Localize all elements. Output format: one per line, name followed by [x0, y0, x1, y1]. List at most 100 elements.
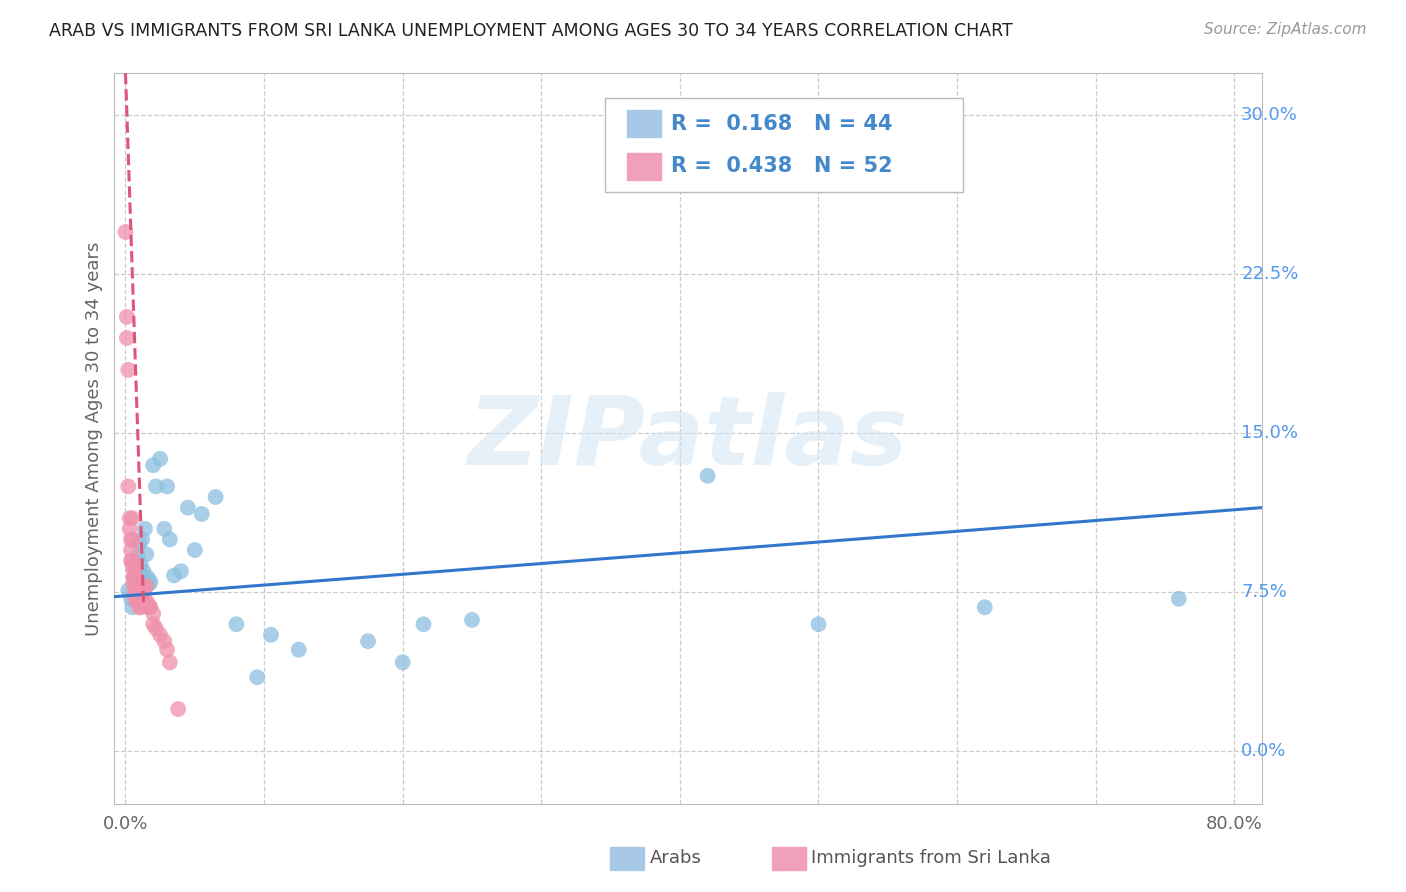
Point: [391, 656, 413, 670]
Point: [159, 656, 181, 670]
Point: [125, 585, 148, 599]
Point: [115, 310, 138, 324]
Point: [124, 579, 146, 593]
Point: [145, 622, 167, 636]
Point: [132, 564, 155, 578]
Point: [139, 574, 162, 589]
Point: [135, 547, 157, 561]
Point: [127, 591, 149, 606]
Point: [128, 585, 150, 599]
Point: [122, 571, 145, 585]
Point: [121, 533, 143, 547]
Point: [973, 600, 995, 615]
Point: [124, 571, 146, 585]
Point: [132, 579, 155, 593]
Point: [118, 522, 141, 536]
Point: [142, 458, 165, 473]
Point: [142, 607, 165, 621]
Point: [121, 511, 143, 525]
Text: R =  0.438   N = 52: R = 0.438 N = 52: [671, 156, 893, 176]
Point: [135, 579, 157, 593]
Point: [170, 564, 193, 578]
Text: 22.5%: 22.5%: [1241, 266, 1299, 284]
Point: [117, 583, 139, 598]
Point: [131, 533, 153, 547]
Point: [125, 574, 148, 589]
Point: [153, 522, 176, 536]
Point: [129, 600, 152, 615]
Point: [134, 591, 156, 606]
Point: [127, 549, 149, 564]
Point: [122, 574, 145, 589]
Point: [1167, 591, 1189, 606]
Point: [225, 617, 247, 632]
Point: [117, 479, 139, 493]
Point: [204, 490, 226, 504]
Point: [122, 579, 145, 593]
Point: [138, 600, 160, 615]
Point: [138, 577, 160, 591]
Text: 0.0%: 0.0%: [1241, 742, 1286, 761]
Point: [696, 468, 718, 483]
Text: ARAB VS IMMIGRANTS FROM SRI LANKA UNEMPLOYMENT AMONG AGES 30 TO 34 YEARS CORRELA: ARAB VS IMMIGRANTS FROM SRI LANKA UNEMPL…: [49, 22, 1012, 40]
Point: [149, 628, 172, 642]
Point: [136, 596, 159, 610]
Point: [461, 613, 484, 627]
Point: [121, 554, 143, 568]
Text: Immigrants from Sri Lanka: Immigrants from Sri Lanka: [811, 849, 1052, 867]
Point: [121, 600, 143, 615]
Point: [118, 511, 141, 525]
Point: [125, 574, 148, 589]
Point: [124, 579, 146, 593]
Text: R =  0.168   N = 44: R = 0.168 N = 44: [671, 114, 893, 134]
Point: [184, 543, 207, 558]
Point: [134, 522, 156, 536]
Text: ZIPatlas: ZIPatlas: [468, 392, 908, 485]
Point: [124, 591, 146, 606]
Point: [132, 596, 155, 610]
Point: [121, 558, 143, 572]
Point: [122, 564, 145, 578]
Text: 80.0%: 80.0%: [1206, 815, 1263, 833]
Point: [153, 634, 176, 648]
Point: [127, 596, 149, 610]
Text: 30.0%: 30.0%: [1241, 106, 1298, 124]
Point: [128, 536, 150, 550]
Point: [136, 571, 159, 585]
Point: [128, 591, 150, 606]
Point: [177, 500, 200, 515]
Text: Source: ZipAtlas.com: Source: ZipAtlas.com: [1204, 22, 1367, 37]
Point: [120, 554, 142, 568]
Point: [260, 628, 283, 642]
Point: [120, 543, 142, 558]
Text: 15.0%: 15.0%: [1241, 425, 1298, 442]
Point: [357, 634, 380, 648]
Point: [167, 702, 190, 716]
Point: [807, 617, 830, 632]
Point: [145, 479, 167, 493]
Point: [128, 579, 150, 593]
Point: [125, 585, 148, 599]
Point: [129, 574, 152, 589]
Point: [131, 579, 153, 593]
Point: [124, 585, 146, 599]
Point: [129, 591, 152, 606]
Text: Arabs: Arabs: [650, 849, 702, 867]
Point: [163, 568, 186, 582]
Point: [159, 533, 181, 547]
Point: [156, 479, 179, 493]
Point: [129, 558, 152, 572]
Point: [412, 617, 434, 632]
Point: [120, 591, 142, 606]
Text: 0.0%: 0.0%: [103, 815, 148, 833]
Point: [127, 579, 149, 593]
Point: [117, 363, 139, 377]
Y-axis label: Unemployment Among Ages 30 to 34 years: Unemployment Among Ages 30 to 34 years: [86, 242, 103, 636]
Point: [139, 600, 162, 615]
Point: [125, 585, 148, 599]
Text: 7.5%: 7.5%: [1241, 583, 1286, 601]
Point: [142, 617, 165, 632]
Point: [122, 571, 145, 585]
Point: [115, 331, 138, 345]
Point: [135, 579, 157, 593]
